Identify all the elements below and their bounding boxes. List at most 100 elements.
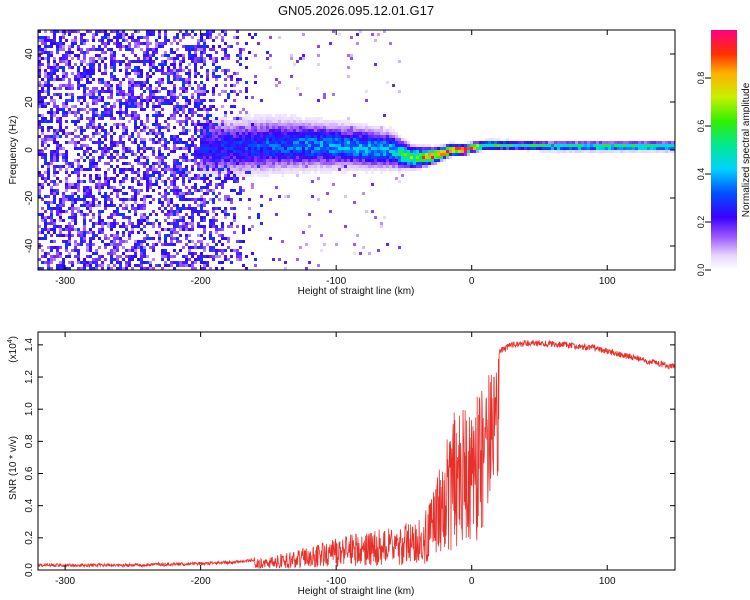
heatmap-cell — [278, 144, 281, 147]
heatmap-cell — [260, 222, 263, 225]
heatmap-cell — [197, 57, 200, 60]
heatmap-cell — [290, 168, 293, 171]
heatmap-cell — [116, 84, 119, 87]
heatmap-cell — [317, 165, 320, 168]
heatmap-cell — [47, 222, 50, 225]
heatmap-cell — [170, 42, 173, 45]
heatmap-cell — [278, 117, 281, 120]
heatmap-cell — [65, 54, 68, 57]
heatmap-cell — [290, 117, 293, 120]
heatmap-cell — [182, 81, 185, 84]
heatmap-cell — [155, 135, 158, 138]
heatmap-cell — [233, 138, 236, 141]
heatmap-cell — [242, 228, 245, 231]
heatmap-cell — [239, 255, 242, 258]
heatmap-cell — [197, 234, 200, 237]
heatmap-cell — [173, 117, 176, 120]
heatmap-cell — [200, 201, 203, 204]
heatmap-cell — [173, 135, 176, 138]
heatmap-cell — [242, 240, 245, 243]
heatmap-cell — [146, 171, 149, 174]
heatmap-cell — [308, 120, 311, 123]
heatmap-cell — [191, 252, 194, 255]
heatmap-cell — [284, 165, 287, 168]
heatmap-cell — [230, 135, 233, 138]
heatmap-cell — [86, 204, 89, 207]
heatmap-cell — [152, 105, 155, 108]
heatmap-cell — [164, 171, 167, 174]
heatmap-cell — [413, 150, 416, 153]
heatmap-cell — [137, 102, 140, 105]
heatmap-cell — [359, 123, 362, 126]
heatmap-cell — [200, 174, 203, 177]
heatmap-cell — [140, 75, 143, 78]
heatmap-cell — [452, 141, 455, 144]
heatmap-cell — [155, 219, 158, 222]
heatmap-cell — [308, 150, 311, 153]
heatmap-cell — [113, 141, 116, 144]
heatmap-cell — [194, 48, 197, 51]
snr-y-ticks: 0.00.20.40.60.81.01.21.4 — [24, 337, 675, 577]
heatmap-cell — [176, 138, 179, 141]
heatmap-cell — [143, 216, 146, 219]
heatmap-cell — [173, 57, 176, 60]
heatmap-cell — [566, 150, 569, 153]
heatmap-cell — [401, 150, 404, 153]
heatmap-cell — [242, 126, 245, 129]
heatmap-cell — [95, 234, 98, 237]
heatmap-cell — [62, 45, 65, 48]
heatmap-cell — [62, 258, 65, 261]
heatmap-cell — [173, 222, 176, 225]
heatmap-cell — [47, 129, 50, 132]
heatmap-cell — [146, 120, 149, 123]
heatmap-cell — [44, 36, 47, 39]
heatmap-cell — [299, 141, 302, 144]
heatmap-cell — [248, 216, 251, 219]
heatmap-cell — [173, 60, 176, 63]
heatmap-cell — [59, 117, 62, 120]
heatmap-cell — [206, 135, 209, 138]
heatmap-cell — [152, 165, 155, 168]
heatmap-cell — [50, 246, 53, 249]
heatmap-cell — [131, 255, 134, 258]
heatmap-cell — [140, 258, 143, 261]
heatmap-cell — [209, 30, 212, 33]
heatmap-cell — [446, 156, 449, 159]
heatmap-cell — [215, 135, 218, 138]
heatmap-cell — [392, 135, 395, 138]
heatmap-cell — [167, 258, 170, 261]
heatmap-cell — [218, 177, 221, 180]
heatmap-cell — [146, 162, 149, 165]
heatmap-cell — [59, 45, 62, 48]
heatmap-cell — [119, 63, 122, 66]
heatmap-cell — [167, 252, 170, 255]
heatmap-cell — [95, 174, 98, 177]
heatmap-cell — [248, 33, 251, 36]
heatmap-cell — [104, 207, 107, 210]
heatmap-cell — [188, 129, 191, 132]
heatmap-cell — [83, 186, 86, 189]
heatmap-cell — [38, 267, 41, 270]
heatmap-cell — [107, 87, 110, 90]
heatmap-cell — [179, 225, 182, 228]
heatmap-cell — [119, 105, 122, 108]
heatmap-cell — [296, 258, 299, 261]
heatmap-cell — [137, 246, 140, 249]
heatmap-cell — [641, 141, 644, 144]
heatmap-cell — [215, 147, 218, 150]
heatmap-cell — [554, 147, 557, 150]
heatmap-cell — [152, 66, 155, 69]
heatmap-cell — [158, 114, 161, 117]
heatmap-cell — [44, 216, 47, 219]
heatmap-cell — [173, 237, 176, 240]
heatmap-cell — [368, 126, 371, 129]
heatmap-cell — [122, 45, 125, 48]
heatmap-cell — [224, 237, 227, 240]
heatmap-cell — [116, 60, 119, 63]
heatmap-cell — [110, 93, 113, 96]
heatmap-cell — [119, 180, 122, 183]
heatmap-cell — [50, 138, 53, 141]
heatmap-cell — [206, 72, 209, 75]
heatmap-cell — [365, 210, 368, 213]
